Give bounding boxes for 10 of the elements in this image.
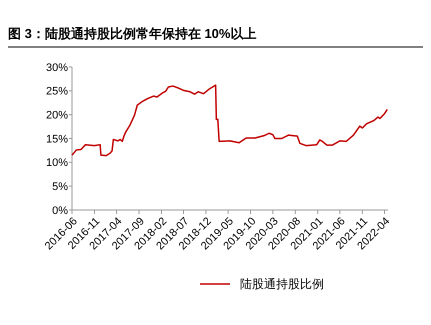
legend-label: 陆股通持股比例 [240,277,324,292]
line-series [71,84,388,156]
chart-title: 图 3：陆股通持股比例常年保持在 10%以上 [8,26,256,41]
y-tick-label: 25% [46,86,68,98]
y-tick-label: 20% [46,110,68,122]
y-tick-label: 30% [46,62,68,74]
y-tick-label: 5% [52,181,68,194]
y-tick-label: 15% [46,133,68,146]
y-tick-label: 0% [52,204,68,217]
y-tick-label: 10% [46,157,68,170]
